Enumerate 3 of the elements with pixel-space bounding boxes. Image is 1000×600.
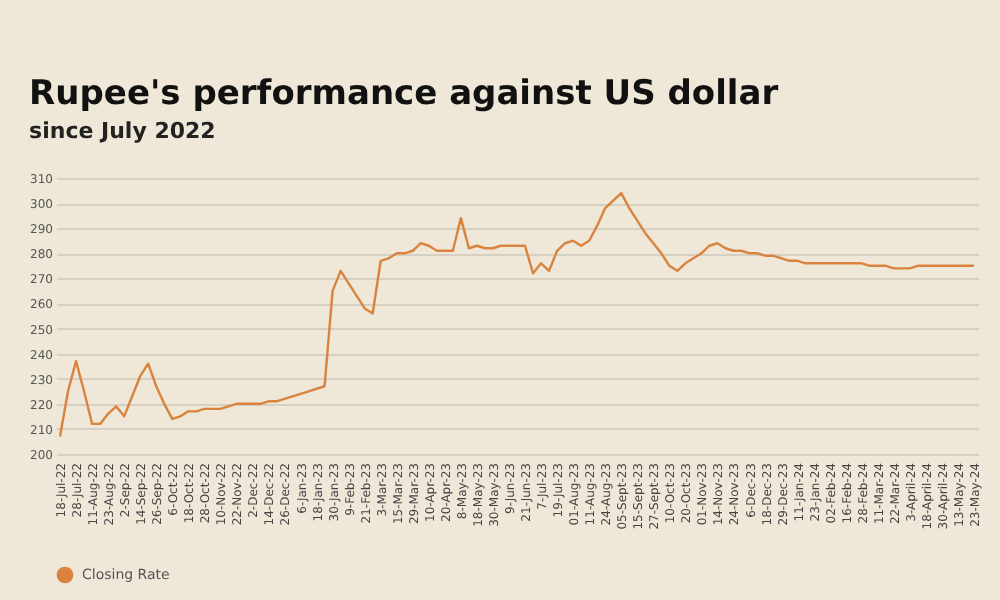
chart-subtitle: since July 2022 (29, 118, 216, 144)
chart-title: Rupee's performance against US dollar (29, 74, 780, 114)
line-series (58, 191, 976, 438)
